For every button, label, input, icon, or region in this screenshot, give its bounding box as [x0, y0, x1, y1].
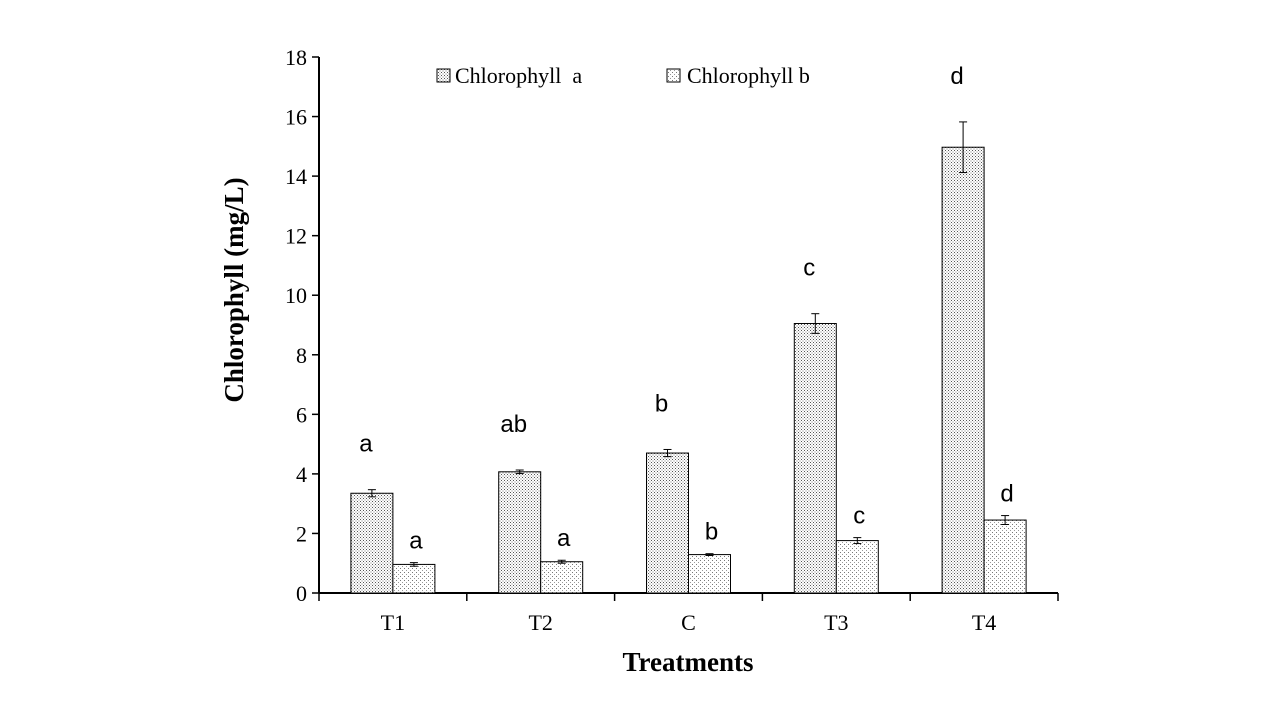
x-tick-label: T1 [381, 610, 405, 635]
bar-chlorophyll-a [350, 492, 394, 594]
x-tick-label: C [681, 610, 696, 635]
error-bar [853, 537, 862, 545]
legend-swatch [666, 68, 681, 83]
bar-chlorophyll-a [646, 452, 689, 594]
error-bar [1001, 515, 1010, 526]
significance-letter: c [853, 503, 865, 530]
x-axis-title: Treatments [623, 647, 754, 677]
bars-group [350, 146, 1027, 594]
legend-item: Chlorophyll a [436, 63, 582, 88]
y-tick-label: 10 [285, 283, 307, 308]
bar-chlorophyll-b [688, 554, 731, 594]
y-tick-label: 16 [285, 105, 307, 130]
bar-chlorophyll-a [498, 471, 542, 594]
error-bar [959, 121, 968, 174]
significance-letter: d [1000, 481, 1013, 508]
significance-letter: a [409, 528, 423, 555]
y-tick-label: 4 [296, 462, 307, 487]
y-tick-label: 0 [296, 581, 307, 606]
x-tick-label: T2 [528, 610, 552, 635]
significance-letter: b [705, 519, 718, 546]
x-tick-label: T3 [824, 610, 848, 635]
significance-letter: a [557, 525, 571, 552]
y-axis-title: Chlorophyll (mg/L) [219, 177, 249, 402]
y-tick-label: 12 [285, 224, 307, 249]
error-bar [409, 562, 418, 567]
y-tick-label: 14 [285, 164, 307, 189]
error-bar [557, 559, 566, 564]
y-tick-label: 8 [296, 343, 307, 368]
y-tick-label: 2 [296, 521, 307, 546]
significance-letter: a [359, 431, 373, 458]
legend: Chlorophyll a Chlorophyll b [436, 63, 810, 88]
error-bar [367, 489, 376, 498]
bar-chlorophyll-a [941, 146, 985, 594]
bar-chlorophyll-b [540, 561, 584, 594]
significance-letter: c [803, 255, 815, 282]
significance-letter: d [950, 63, 963, 90]
y-tick-label: 18 [285, 45, 307, 70]
bar-chlorophyll-b [983, 519, 1027, 594]
bar-chlorophyll-b [835, 540, 879, 594]
error-bars-group [367, 121, 1010, 567]
significance-letter: ab [500, 411, 527, 438]
legend-label: Chlorophyll a [455, 63, 582, 88]
error-bar [811, 313, 820, 334]
axes-group: 0 2 4 6 8 10 12 14 16 18 T1 T2 C T3 T4 [285, 45, 1059, 635]
error-bar [663, 448, 672, 458]
y-tick-label: 6 [296, 402, 307, 427]
x-tick-label: T4 [972, 610, 996, 635]
error-bar [705, 553, 714, 556]
bar-chlorophyll-b [392, 563, 436, 594]
significance-letter: b [655, 390, 668, 417]
legend-item: Chlorophyll b [666, 63, 810, 88]
error-bar [515, 469, 524, 475]
legend-label: Chlorophyll b [687, 63, 810, 88]
bar-chlorophyll-a [793, 323, 837, 594]
legend-swatch [436, 68, 451, 83]
